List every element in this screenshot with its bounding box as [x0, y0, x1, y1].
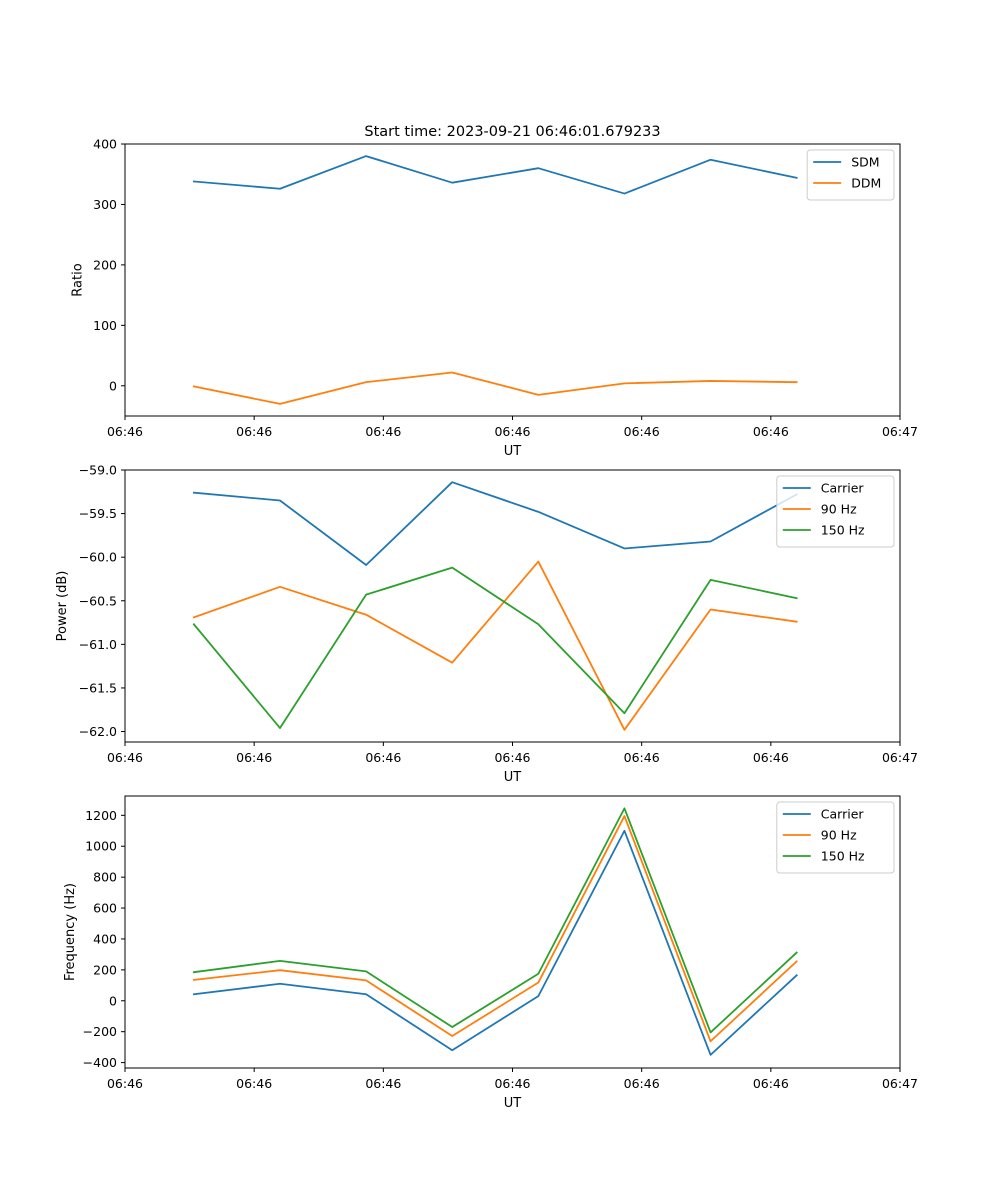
series-line-carrier: [192, 481, 798, 566]
y-tick-label: −61.5: [79, 680, 117, 695]
y-tick-label: 300: [93, 197, 117, 212]
panel-1: Start time: 2023-09-21 06:46:01.679233 06…: [71, 124, 918, 459]
x-axis-label: UT: [504, 770, 522, 785]
panel-3: 06:46 06:46 06:46 06:46 06:46 06:46 06:47 −400 −…: [63, 795, 918, 1111]
y-tick-label: 200: [93, 257, 117, 272]
x-tick-label: 06:46: [236, 1076, 272, 1091]
y-tick-label: 1200: [85, 808, 117, 823]
x-tick-label: 06:47: [882, 424, 918, 439]
y-tick-label: 400: [93, 931, 117, 946]
legend-label: Carrier: [821, 481, 865, 496]
y-tick-label: 0: [109, 378, 117, 393]
legend: SDM DDM: [806, 149, 895, 201]
x-tick-label: 06:46: [753, 424, 789, 439]
x-tick-label: 06:46: [494, 1076, 530, 1091]
y-tick-label: −200: [83, 1024, 117, 1039]
x-tick-label: 06:46: [624, 424, 660, 439]
series-line-150-hz: [192, 566, 798, 729]
legend-label: 150 Hz: [821, 849, 865, 864]
series-line-ddm: [192, 371, 798, 405]
y-tick-label: −61.0: [79, 637, 117, 652]
legend-label: DDM: [851, 176, 881, 191]
legend-label: 90 Hz: [821, 502, 857, 517]
x-tick-label: 06:46: [753, 1076, 789, 1091]
x-tick-label: 06:47: [882, 1076, 918, 1091]
legend: Carrier 90 Hz 150 Hz: [776, 475, 895, 548]
y-tick-label: 100: [93, 318, 117, 333]
x-tick-label: 06:46: [624, 1076, 660, 1091]
legend-label: SDM: [851, 155, 879, 170]
x-tick-label: 06:46: [365, 750, 401, 765]
legend: Carrier 90 Hz 150 Hz: [776, 801, 895, 874]
x-tick-label: 06:46: [494, 750, 530, 765]
panel-2: 06:46 06:46 06:46 06:46 06:46 06:46 06:47 −59.0…: [55, 463, 918, 786]
chart-title: Start time: 2023-09-21 06:46:01.679233: [364, 124, 660, 140]
y-tick-label: 600: [93, 901, 117, 916]
series-line-90-hz: [192, 560, 798, 731]
series-line-150-hz: [192, 807, 798, 1034]
y-axis-label: Frequency (Hz): [63, 883, 78, 981]
y-tick-label: 200: [93, 962, 117, 977]
y-tick-label: 0: [109, 993, 117, 1008]
y-tick-label: −59.5: [79, 506, 117, 521]
x-tick-label: 06:47: [882, 750, 918, 765]
y-tick-label: −59.0: [79, 463, 117, 478]
y-tick-label: 400: [93, 137, 117, 152]
y-tick-label: −62.0: [79, 724, 117, 739]
series-line-carrier: [192, 829, 798, 1056]
y-tick-label: 1000: [85, 839, 117, 854]
legend-label: 90 Hz: [821, 828, 857, 843]
x-tick-label: 06:46: [365, 1076, 401, 1091]
x-tick-label: 06:46: [494, 424, 530, 439]
series-line-90-hz: [192, 815, 798, 1043]
y-tick-label: 800: [93, 870, 117, 885]
legend-label: Carrier: [821, 807, 865, 822]
x-tick-label: 06:46: [753, 750, 789, 765]
x-axis-label: UT: [504, 1096, 522, 1111]
x-tick-label: 06:46: [107, 1076, 143, 1091]
y-axis-label: Ratio: [71, 263, 86, 296]
x-tick-label: 06:46: [236, 750, 272, 765]
x-tick-label: 06:46: [107, 424, 143, 439]
plots: Start time: 2023-09-21 06:46:01.67923306…: [55, 124, 918, 1111]
legend-label: 150 Hz: [821, 523, 865, 538]
x-tick-label: 06:46: [107, 750, 143, 765]
y-tick-label: −60.5: [79, 593, 117, 608]
series-line-sdm: [192, 155, 798, 195]
y-axis-label: Power (dB): [55, 571, 70, 642]
y-tick-label: −400: [83, 1055, 117, 1070]
y-tick-label: −60.0: [79, 550, 117, 565]
x-tick-label: 06:46: [236, 424, 272, 439]
x-axis-label: UT: [504, 444, 522, 459]
x-tick-label: 06:46: [365, 424, 401, 439]
x-tick-label: 06:46: [624, 750, 660, 765]
